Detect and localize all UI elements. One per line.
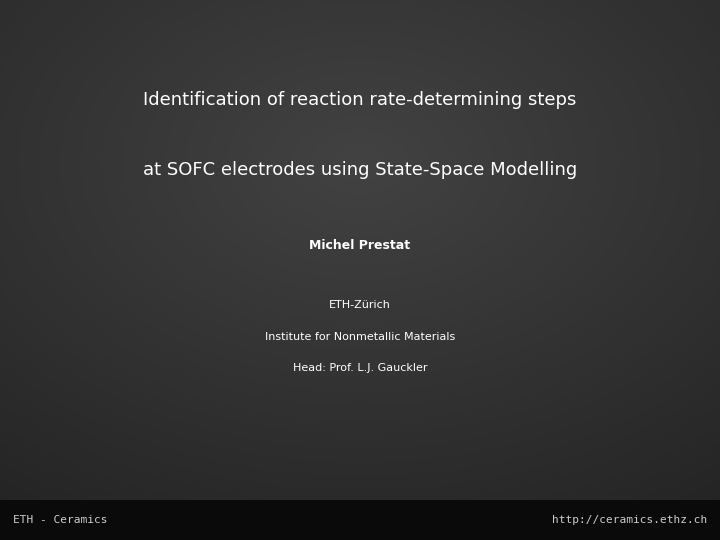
Bar bbox=[0, 500, 720, 540]
Text: Michel Prestat: Michel Prestat bbox=[310, 239, 410, 252]
Text: http://ceramics.ethz.ch: http://ceramics.ethz.ch bbox=[552, 515, 707, 525]
Text: ETH - Ceramics: ETH - Ceramics bbox=[13, 515, 107, 525]
Text: Head: Prof. L.J. Gauckler: Head: Prof. L.J. Gauckler bbox=[293, 363, 427, 373]
Text: Institute for Nonmetallic Materials: Institute for Nonmetallic Materials bbox=[265, 333, 455, 342]
Text: Identification of reaction rate-determining steps: Identification of reaction rate-determin… bbox=[143, 91, 577, 109]
Text: at SOFC electrodes using State-Space Modelling: at SOFC electrodes using State-Space Mod… bbox=[143, 161, 577, 179]
Text: ETH-Zürich: ETH-Zürich bbox=[329, 300, 391, 310]
